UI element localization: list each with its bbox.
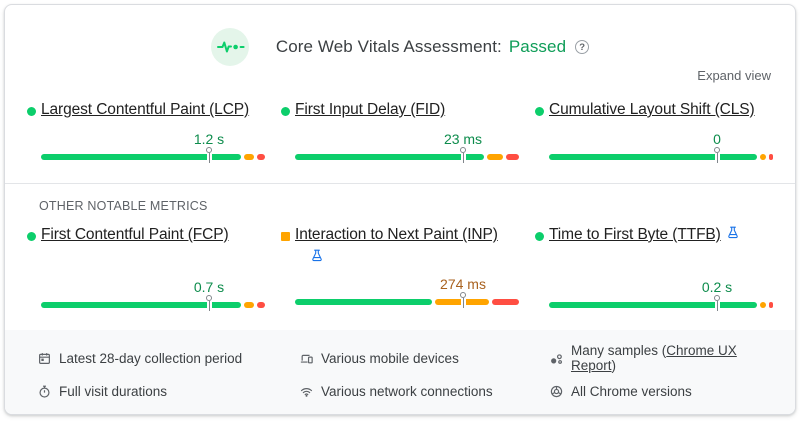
bar-segment-orange xyxy=(759,302,766,308)
cwv-assessment-header: Core Web Vitals Assessment: Passed ? xyxy=(5,28,795,66)
p75-marker xyxy=(714,147,720,163)
metric-fid: First Input Delay (FID) 23 ms xyxy=(281,101,519,164)
calendar-icon xyxy=(39,352,50,364)
metric-value: 0.7 s xyxy=(193,279,225,295)
experimental-flask-icon[interactable] xyxy=(727,226,739,244)
footer-item-chrome-versions: All Chrome versions xyxy=(550,384,775,399)
data-collection-footer: Latest 28-day collection period Various … xyxy=(5,330,795,414)
footer-item-visit-durations: Full visit durations xyxy=(38,384,300,399)
footer-text: Many samples ( xyxy=(571,343,667,358)
metric-title-link-lcp[interactable]: Largest Contentful Paint (LCP) xyxy=(41,101,250,118)
footer-item-collection-period: Latest 28-day collection period xyxy=(38,343,300,373)
footer-text: Latest 28-day collection period xyxy=(59,350,243,366)
bar-segment-red xyxy=(492,299,519,305)
metric-status-bullet xyxy=(27,232,36,241)
assessment-status: Passed xyxy=(508,37,567,56)
metric-value: 23 ms xyxy=(443,131,483,147)
bar-segment-red xyxy=(768,154,773,160)
footer-item-samples: Many samples (Chrome UX Report) xyxy=(550,343,775,373)
bar-segment-green xyxy=(295,154,484,160)
bar-segment-green xyxy=(549,302,757,308)
metric-inp: Interaction to Next Paint (INP) 274 ms xyxy=(281,226,519,312)
metric-lcp: Largest Contentful Paint (LCP) 1.2 s xyxy=(27,101,265,164)
bar-segment-orange xyxy=(244,154,255,160)
metric-cls: Cumulative Layout Shift (CLS) 0 xyxy=(535,101,773,164)
distribution-bar xyxy=(295,154,519,160)
samples-icon xyxy=(551,353,562,364)
experimental-flask-icon[interactable] xyxy=(311,249,323,267)
core-metrics-row: Largest Contentful Paint (LCP) 1.2 s Fir… xyxy=(5,101,795,164)
footer-text: Various network connections xyxy=(321,384,493,399)
bar-segment-green xyxy=(41,302,242,308)
distribution-bar xyxy=(295,299,519,305)
pulse-icon xyxy=(210,28,249,66)
other-metrics-label: OTHER NOTABLE METRICS xyxy=(39,199,208,213)
metric-distribution-chart: 23 ms xyxy=(295,126,519,164)
distribution-bar xyxy=(549,154,773,160)
p75-marker xyxy=(460,292,466,308)
mobile-devices-icon xyxy=(300,354,313,363)
bar-segment-green xyxy=(41,154,242,160)
bar-segment-green xyxy=(549,154,758,160)
distribution-bar xyxy=(549,302,773,308)
metric-status-bullet xyxy=(535,107,544,116)
chrome-icon xyxy=(550,385,563,398)
footer-item-network-connections: Various network connections xyxy=(300,384,550,399)
bar-segment-orange xyxy=(486,154,503,160)
distribution-bar xyxy=(41,302,265,308)
bar-segment-green xyxy=(295,299,433,305)
bar-segment-red xyxy=(768,302,773,308)
metric-status-bullet xyxy=(27,107,36,116)
distribution-bar xyxy=(41,154,265,160)
metric-value: 1.2 s xyxy=(193,131,225,147)
core-web-vitals-card: Core Web Vitals Assessment: Passed ? Exp… xyxy=(4,4,796,415)
metric-value: 274 ms xyxy=(440,276,486,292)
metric-title-link-fid[interactable]: First Input Delay (FID) xyxy=(295,101,446,118)
other-metrics-row: First Contentful Paint (FCP) 0.7 s Inter… xyxy=(5,226,795,312)
p75-marker xyxy=(714,295,720,311)
footer-text: Various mobile devices xyxy=(321,350,459,366)
help-icon[interactable]: ? xyxy=(575,40,590,54)
metric-distribution-chart: 0 xyxy=(549,126,773,164)
footer-item-devices: Various mobile devices xyxy=(300,343,550,373)
p75-marker xyxy=(206,147,212,163)
p75-marker xyxy=(460,147,466,163)
assessment-title: Core Web Vitals Assessment: xyxy=(275,37,502,56)
metric-status-bullet xyxy=(281,107,290,116)
footer-text: Full visit durations xyxy=(59,384,168,399)
metric-status-bullet xyxy=(535,232,544,241)
section-divider xyxy=(5,183,795,184)
metric-status-bullet xyxy=(281,232,290,241)
p75-marker xyxy=(206,295,212,311)
bar-segment-orange xyxy=(435,299,490,305)
bar-segment-red xyxy=(505,154,519,160)
metric-distribution-chart: 274 ms xyxy=(295,271,519,309)
bar-segment-orange xyxy=(760,154,766,160)
metric-distribution-chart: 1.2 s xyxy=(41,126,265,164)
metric-distribution-chart: 0.2 s xyxy=(549,274,773,312)
footer-text: ) xyxy=(611,358,617,373)
wifi-icon xyxy=(300,388,313,397)
metric-value: 0.2 s xyxy=(701,279,733,295)
metric-value: 0 xyxy=(713,131,721,147)
metric-title-link-ttfb[interactable]: Time to First Byte (TTFB) xyxy=(549,226,721,243)
chrome-ux-report-link[interactable]: Chrome UX Report xyxy=(571,343,737,373)
stopwatch-icon xyxy=(39,385,50,398)
bar-segment-orange xyxy=(244,302,255,308)
metric-distribution-chart: 0.7 s xyxy=(41,274,265,312)
bar-segment-red xyxy=(257,302,265,308)
metric-title-link-inp[interactable]: Interaction to Next Paint (INP) xyxy=(295,226,498,243)
metric-title-link-cls[interactable]: Cumulative Layout Shift (CLS) xyxy=(549,101,755,118)
footer-text: All Chrome versions xyxy=(571,384,692,399)
bar-segment-red xyxy=(257,154,265,160)
expand-view-button[interactable]: Expand view xyxy=(697,68,771,83)
metric-title-link-fcp[interactable]: First Contentful Paint (FCP) xyxy=(41,226,229,243)
metric-ttfb: Time to First Byte (TTFB) 0.2 s xyxy=(535,226,773,312)
metric-fcp: First Contentful Paint (FCP) 0.7 s xyxy=(27,226,265,312)
